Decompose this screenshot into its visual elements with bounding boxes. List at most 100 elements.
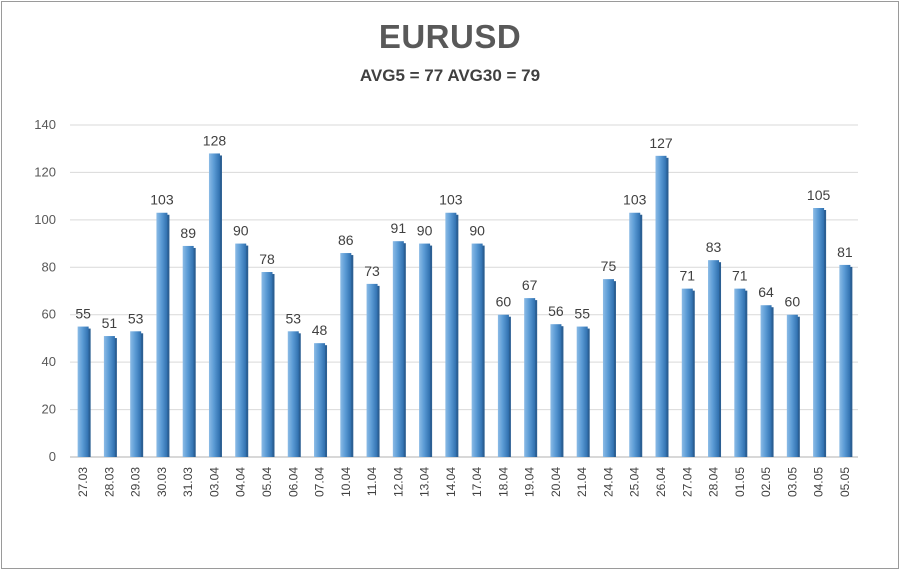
data-label: 55 — [574, 306, 590, 322]
y-tick-label: 120 — [34, 164, 56, 179]
x-tick-label: 27.03 — [76, 467, 90, 497]
bar — [314, 343, 326, 457]
x-tick-label: 28.03 — [102, 467, 116, 497]
bar — [524, 298, 536, 457]
bar — [839, 264, 851, 457]
x-tick-label: 03.05 — [785, 467, 799, 497]
bar — [366, 283, 378, 457]
bar — [208, 153, 220, 457]
data-label: 56 — [548, 303, 564, 319]
labels: 0 20 40 60 80 100 120 140 55 27.03 51 28.03 53 29.03 1… — [34, 117, 853, 497]
data-label: 71 — [679, 268, 695, 284]
data-label: 78 — [259, 251, 275, 267]
bar — [786, 314, 798, 457]
x-tick-label: 25.04 — [628, 467, 642, 497]
x-tick-label: 04.05 — [812, 467, 826, 497]
bar — [156, 212, 168, 457]
bar — [103, 336, 115, 457]
x-tick-label: 05.04 — [260, 467, 274, 497]
bar — [681, 288, 693, 457]
data-label: 83 — [706, 239, 722, 255]
bar — [760, 305, 772, 457]
x-tick-label: 21.04 — [575, 467, 589, 497]
bar — [655, 155, 667, 458]
y-tick-label: 40 — [42, 354, 56, 369]
bar — [813, 208, 825, 457]
data-label: 60 — [496, 294, 512, 310]
data-label: 128 — [203, 132, 227, 148]
x-tick-label: 03.04 — [207, 467, 221, 497]
x-tick-label: 13.04 — [418, 467, 432, 497]
x-tick-label: 10.04 — [339, 467, 353, 497]
x-tick-label: 24.04 — [601, 467, 615, 497]
data-label: 53 — [128, 310, 144, 326]
y-tick-label: 60 — [42, 307, 56, 322]
data-label: 48 — [312, 322, 328, 338]
x-tick-label: 11.04 — [365, 467, 379, 496]
data-label: 75 — [601, 258, 617, 274]
bar — [445, 212, 457, 457]
x-tick-label: 14.04 — [444, 467, 458, 497]
data-label: 103 — [439, 192, 463, 208]
data-label: 105 — [807, 187, 831, 203]
x-tick-label: 29.03 — [129, 467, 143, 497]
x-tick-label: 05.05 — [838, 467, 852, 497]
bar — [497, 314, 509, 457]
x-tick-label: 04.04 — [234, 467, 248, 497]
bar — [287, 331, 299, 457]
data-label: 51 — [102, 315, 118, 331]
x-tick-label: 30.03 — [155, 467, 169, 497]
data-label: 86 — [338, 232, 354, 248]
data-label: 55 — [75, 306, 91, 322]
x-tick-label: 27.04 — [680, 467, 694, 497]
x-tick-label: 01.05 — [733, 467, 747, 497]
y-tick-label: 140 — [34, 117, 56, 132]
x-tick-label: 20.04 — [549, 467, 563, 497]
gridlines — [70, 124, 858, 458]
bar — [629, 212, 641, 457]
x-tick-label: 02.05 — [759, 467, 773, 497]
data-label: 127 — [649, 135, 673, 151]
x-tick-label: 26.04 — [654, 467, 668, 497]
chart-title: EURUSD — [378, 18, 522, 55]
data-label: 60 — [785, 294, 801, 310]
data-label: 73 — [364, 263, 380, 279]
bar — [340, 253, 352, 457]
y-tick-label: 80 — [42, 259, 56, 274]
data-label: 90 — [417, 223, 433, 239]
bars — [77, 153, 853, 458]
data-label: 53 — [285, 310, 301, 326]
x-tick-label: 31.03 — [181, 467, 195, 497]
bar — [130, 331, 142, 457]
y-tick-label: 0 — [49, 449, 56, 464]
x-tick-label: 12.04 — [391, 467, 405, 497]
bar — [182, 245, 194, 457]
bar — [602, 279, 614, 457]
data-label: 81 — [837, 244, 853, 260]
y-tick-label: 100 — [34, 212, 56, 227]
x-tick-label: 28.04 — [707, 467, 721, 497]
bar — [734, 288, 746, 457]
bar — [235, 243, 247, 457]
x-tick-label: 17.04 — [470, 467, 484, 497]
data-label: 91 — [391, 220, 407, 236]
bar — [576, 326, 588, 457]
data-label: 89 — [180, 225, 196, 241]
x-tick-label: 07.04 — [313, 467, 327, 497]
bar — [708, 260, 720, 457]
data-label: 103 — [623, 192, 647, 208]
bar — [419, 243, 431, 457]
x-tick-label: 19.04 — [523, 467, 537, 497]
data-label: 64 — [758, 284, 774, 300]
data-label: 103 — [150, 192, 174, 208]
bar — [261, 272, 273, 457]
data-label: 67 — [522, 277, 538, 293]
bar — [550, 324, 562, 457]
data-label: 90 — [469, 223, 485, 239]
x-tick-label: 18.04 — [496, 467, 510, 497]
y-tick-label: 20 — [42, 402, 56, 417]
bar — [471, 243, 483, 457]
bar — [77, 326, 89, 457]
data-label: 90 — [233, 223, 249, 239]
